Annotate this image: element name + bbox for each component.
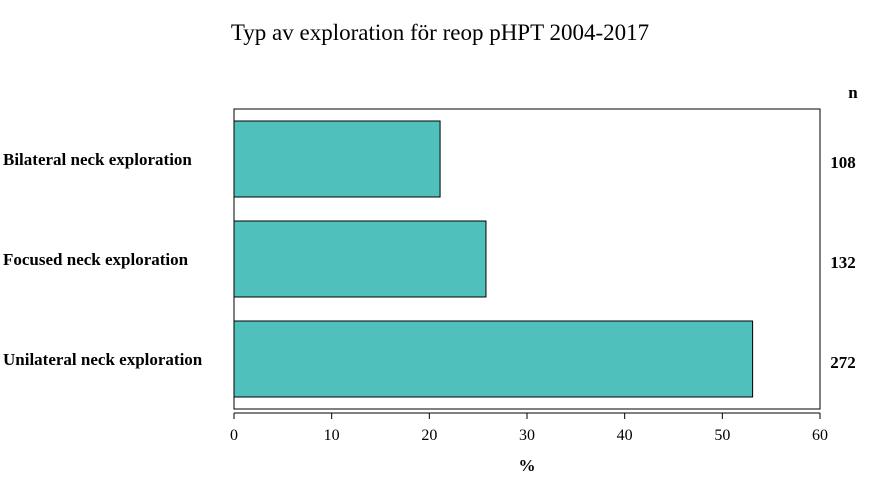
x-tick-label: 0 xyxy=(230,427,238,444)
x-tick-label: 50 xyxy=(714,427,730,444)
category-label: Focused neck exploration xyxy=(3,250,189,269)
x-axis: 0 10 20 30 40 50 60 xyxy=(230,413,828,444)
x-tick-label: 30 xyxy=(519,427,535,444)
n-value-label: 132 xyxy=(830,253,856,272)
x-tick-label: 20 xyxy=(421,427,437,444)
category-labels: Bilateral neck exploration Focused neck e… xyxy=(3,150,203,369)
x-axis-label: % xyxy=(519,456,536,475)
n-value-label: 108 xyxy=(830,153,856,172)
x-tick-label: 10 xyxy=(324,427,340,444)
category-label: Unilateral neck exploration xyxy=(3,350,203,369)
x-tick-label: 60 xyxy=(812,427,828,444)
bar xyxy=(234,221,486,297)
n-value-label: 272 xyxy=(830,353,856,372)
category-label: Bilateral neck exploration xyxy=(3,150,192,169)
bar xyxy=(234,121,440,197)
x-tick-label: 40 xyxy=(617,427,633,444)
bar xyxy=(234,321,753,397)
n-header: n xyxy=(848,83,858,102)
n-labels: 108 132 272 xyxy=(830,153,856,372)
bars-group xyxy=(234,121,753,397)
